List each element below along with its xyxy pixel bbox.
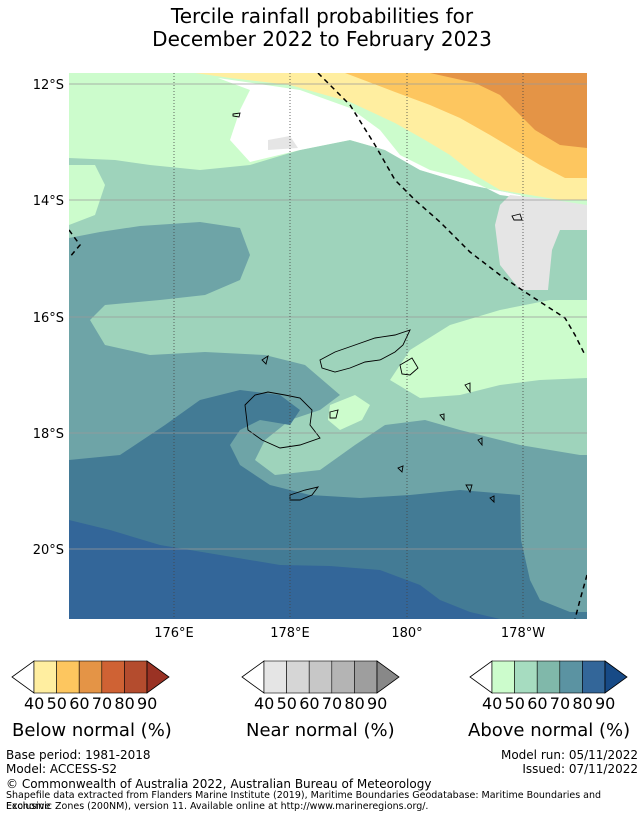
colorbar-swatch [308,660,333,694]
colorbar-swatch [101,660,125,694]
colorbar-tick-label: 60 [69,694,90,713]
region-no-dominant [218,78,587,215]
colorbar-tick-label: 80 [572,694,593,713]
colorbar-tick-label: 60 [299,694,320,713]
lat-label-14s: 14°S [33,194,64,209]
region-above-40 [390,300,587,398]
colorbar-tick-label: 90 [367,694,388,713]
colorbar-extend-low [11,660,35,694]
lon-label-176e: 176°E [154,626,194,641]
colorbar-tick-label: 90 [595,694,616,713]
model-name: Model: ACCESS-S2 [6,762,118,776]
map-area [69,73,587,619]
region-above-40 [69,165,105,225]
colorbar-swatch [491,660,515,694]
lon-label-178w: 178°W [501,626,545,641]
colorbar-tick-label: 80 [114,694,135,713]
colorbar-swatch [582,660,606,694]
colorbar-extend-high [376,660,400,694]
eez-boundary [69,73,587,619]
region-near-40 [495,195,587,290]
shapefile-credit-line-2: Economic Zones (200NM), version 11. Avai… [6,801,429,812]
colorbar-swatch [263,660,287,694]
lat-label-12s: 12°S [33,78,64,93]
map-title-line-2: December 2022 to February 2023 [152,27,492,51]
issued-date: Issued: 07/11/2022 [522,762,638,776]
lon-label-180: 180° [391,626,422,641]
base-period: Base period: 1981-2018 [6,748,151,762]
colorbar-tick-label: 50 [276,694,297,713]
shapefile-credit-line-1: Shapefile data extracted from Flanders M… [6,790,602,812]
colorbar-swatch [124,660,148,694]
region-below-60 [430,73,587,148]
colorbar-near-normal [241,660,400,694]
colorbar-swatch [78,660,103,694]
colorbar-extend-high [604,660,628,694]
near-normal-title: Near normal (%) [246,720,395,741]
colorbar-swatch [514,660,538,694]
colorbar-extend-low [241,660,265,694]
model-run: Model run: 05/11/2022 [500,748,638,762]
lat-label-20s: 20°S [33,543,64,558]
colorbar-swatch [536,660,561,694]
colorbar-tick-label: 70 [91,694,113,713]
lon-label-178e: 178°E [270,626,310,641]
colorbar-swatch [33,660,57,694]
region-above-80 [69,520,500,619]
above-normal-title: Above normal (%) [468,720,631,741]
colorbar-swatch [559,660,583,694]
meridians [173,73,524,619]
colorbar-tick-label: 50 [46,694,67,713]
region-near-40 [268,136,298,150]
colorbar-tick-label: 50 [504,694,525,713]
region-above-40 [328,395,370,430]
coastlines [232,112,523,504]
colorbar-tick-label: 70 [549,694,571,713]
colorbar-tick-label: 80 [344,694,365,713]
colorbar-extend-low [469,660,493,694]
copyright: © Commonwealth of Australia 2022, Austra… [6,777,432,791]
colorbar-tick-label: 40 [24,694,45,713]
colorbar-above-normal [469,660,628,694]
colorbar-tick-label: 60 [527,694,548,713]
colorbar-tick-label: 70 [321,694,343,713]
lat-label-16s: 16°S [33,311,64,326]
colorbar-tick-label: 90 [137,694,158,713]
colorbar-tick-label: 40 [254,694,275,713]
colorbar-swatch [56,660,80,694]
colorbar-swatch [286,660,310,694]
gridlines [69,83,587,550]
colorbar-swatch [331,660,355,694]
below-normal-title: Below normal (%) [12,720,172,741]
lat-label-18s: 18°S [33,427,64,442]
colorbar-below-normal [11,660,170,694]
colorbar-tick-label: 40 [482,694,503,713]
colorbar-extend-high [146,660,170,694]
map-title-line-1: Tercile rainfall probabilities for [170,4,474,28]
colorbar-swatch [354,660,378,694]
